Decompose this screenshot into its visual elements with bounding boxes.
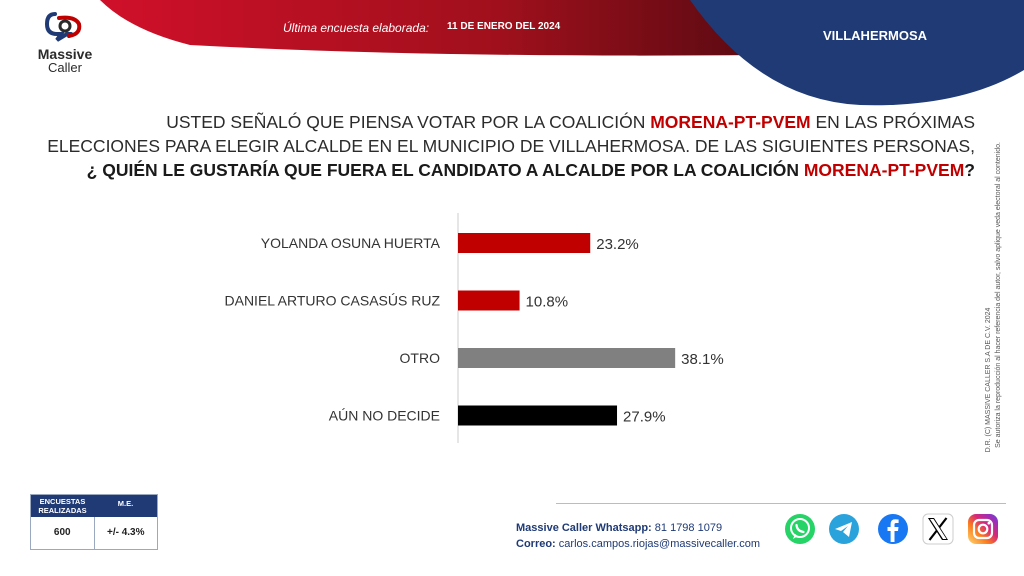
x-icon[interactable] (922, 513, 954, 545)
whatsapp-contact: Massive Caller Whatsapp: 81 1798 1079 (516, 522, 723, 534)
value-label-aun-no-decide: 27.9% (623, 409, 666, 426)
copyright-line-1: D.R. (C) MASSIVE CALLER S.A DE C.V. 2024 (985, 307, 992, 452)
logo-icon (45, 12, 82, 42)
telegram-icon[interactable] (828, 513, 860, 545)
email-link[interactable]: carlos.campos.riojas@massivecaller.com (558, 538, 761, 550)
logo-text-massive: Massive (37, 46, 93, 62)
header-background (100, 0, 1024, 106)
value-label-daniel-arturo-casasus-ruz: 10.8% (526, 294, 569, 311)
question-line-1: USTED SEÑALÓ QUE PIENSA VOTAR POR LA COA… (166, 112, 975, 132)
surveys-header: ENCUESTAS REALIZADAS (38, 497, 87, 515)
header-red-band (100, 0, 760, 56)
survey-date: 11 DE ENERO DEL 2024 (447, 21, 561, 32)
copyright-note: D.R. (C) MASSIVE CALLER S.A DE C.V. 2024… (985, 142, 1002, 452)
bar-daniel-arturo-casasus-ruz (458, 290, 520, 311)
whatsapp-icon[interactable] (784, 513, 816, 545)
category-label-yolanda-osuna-huerta: YOLANDA OSUNA HUERTA (261, 235, 441, 251)
bar-yolanda-osuna-huerta (458, 233, 591, 253)
bar-aun-no-decide (458, 405, 618, 426)
surveys-value: 600 (31, 517, 95, 549)
copyright-line-2: Se autoriza la reproducción al hacer ref… (995, 142, 1002, 448)
bar-chart: YOLANDA OSUNA HUERTA 23.2% DANIEL ARTURO C… (225, 213, 724, 443)
question-text: USTED SEÑALÓ QUE PIENSA VOTAR POR LA COA… (20, 110, 975, 182)
email-contact: Correo: carlos.campos.riojas@massivecall… (516, 538, 761, 550)
survey-stats-table: ENCUESTAS REALIZADAS M.E. 600 +/- 4.3% (30, 494, 158, 550)
logo-text-caller: Caller (48, 60, 82, 75)
coalition-highlight: MORENA-PT-PVEM (650, 112, 811, 132)
instagram-icon[interactable] (967, 513, 999, 545)
massive-caller-logo: Massive Caller (30, 10, 100, 80)
survey-date-label: Última encuesta elaborada: (283, 21, 430, 35)
category-label-daniel-arturo-casasus-ruz: DANIEL ARTURO CASASÚS RUZ (225, 293, 441, 309)
category-label-aun-no-decide: AÚN NO DECIDE (329, 408, 440, 424)
margin-error-value: +/- 4.3% (106, 527, 145, 538)
value-label-yolanda-osuna-huerta: 23.2% (596, 236, 639, 253)
bar-otro (458, 348, 676, 368)
coalition-highlight: MORENA-PT-PVEM (803, 160, 965, 180)
footer-divider (556, 503, 1006, 504)
question-line-3: ¿ QUIÉN LE GUSTARÍA QUE FUERA EL CANDIDA… (86, 160, 975, 180)
city-title: VILLAHERMOSA (823, 28, 927, 43)
value-label-otro: 38.1% (681, 351, 724, 368)
category-label-otro: OTRO (400, 350, 441, 366)
question-line-2: ELECCIONES PARA ELEGIR ALCALDE EN EL MUN… (47, 136, 975, 156)
header-navy-shape (690, 0, 1024, 106)
margin-error-header: M.E. (117, 499, 134, 508)
facebook-icon[interactable] (877, 513, 909, 545)
